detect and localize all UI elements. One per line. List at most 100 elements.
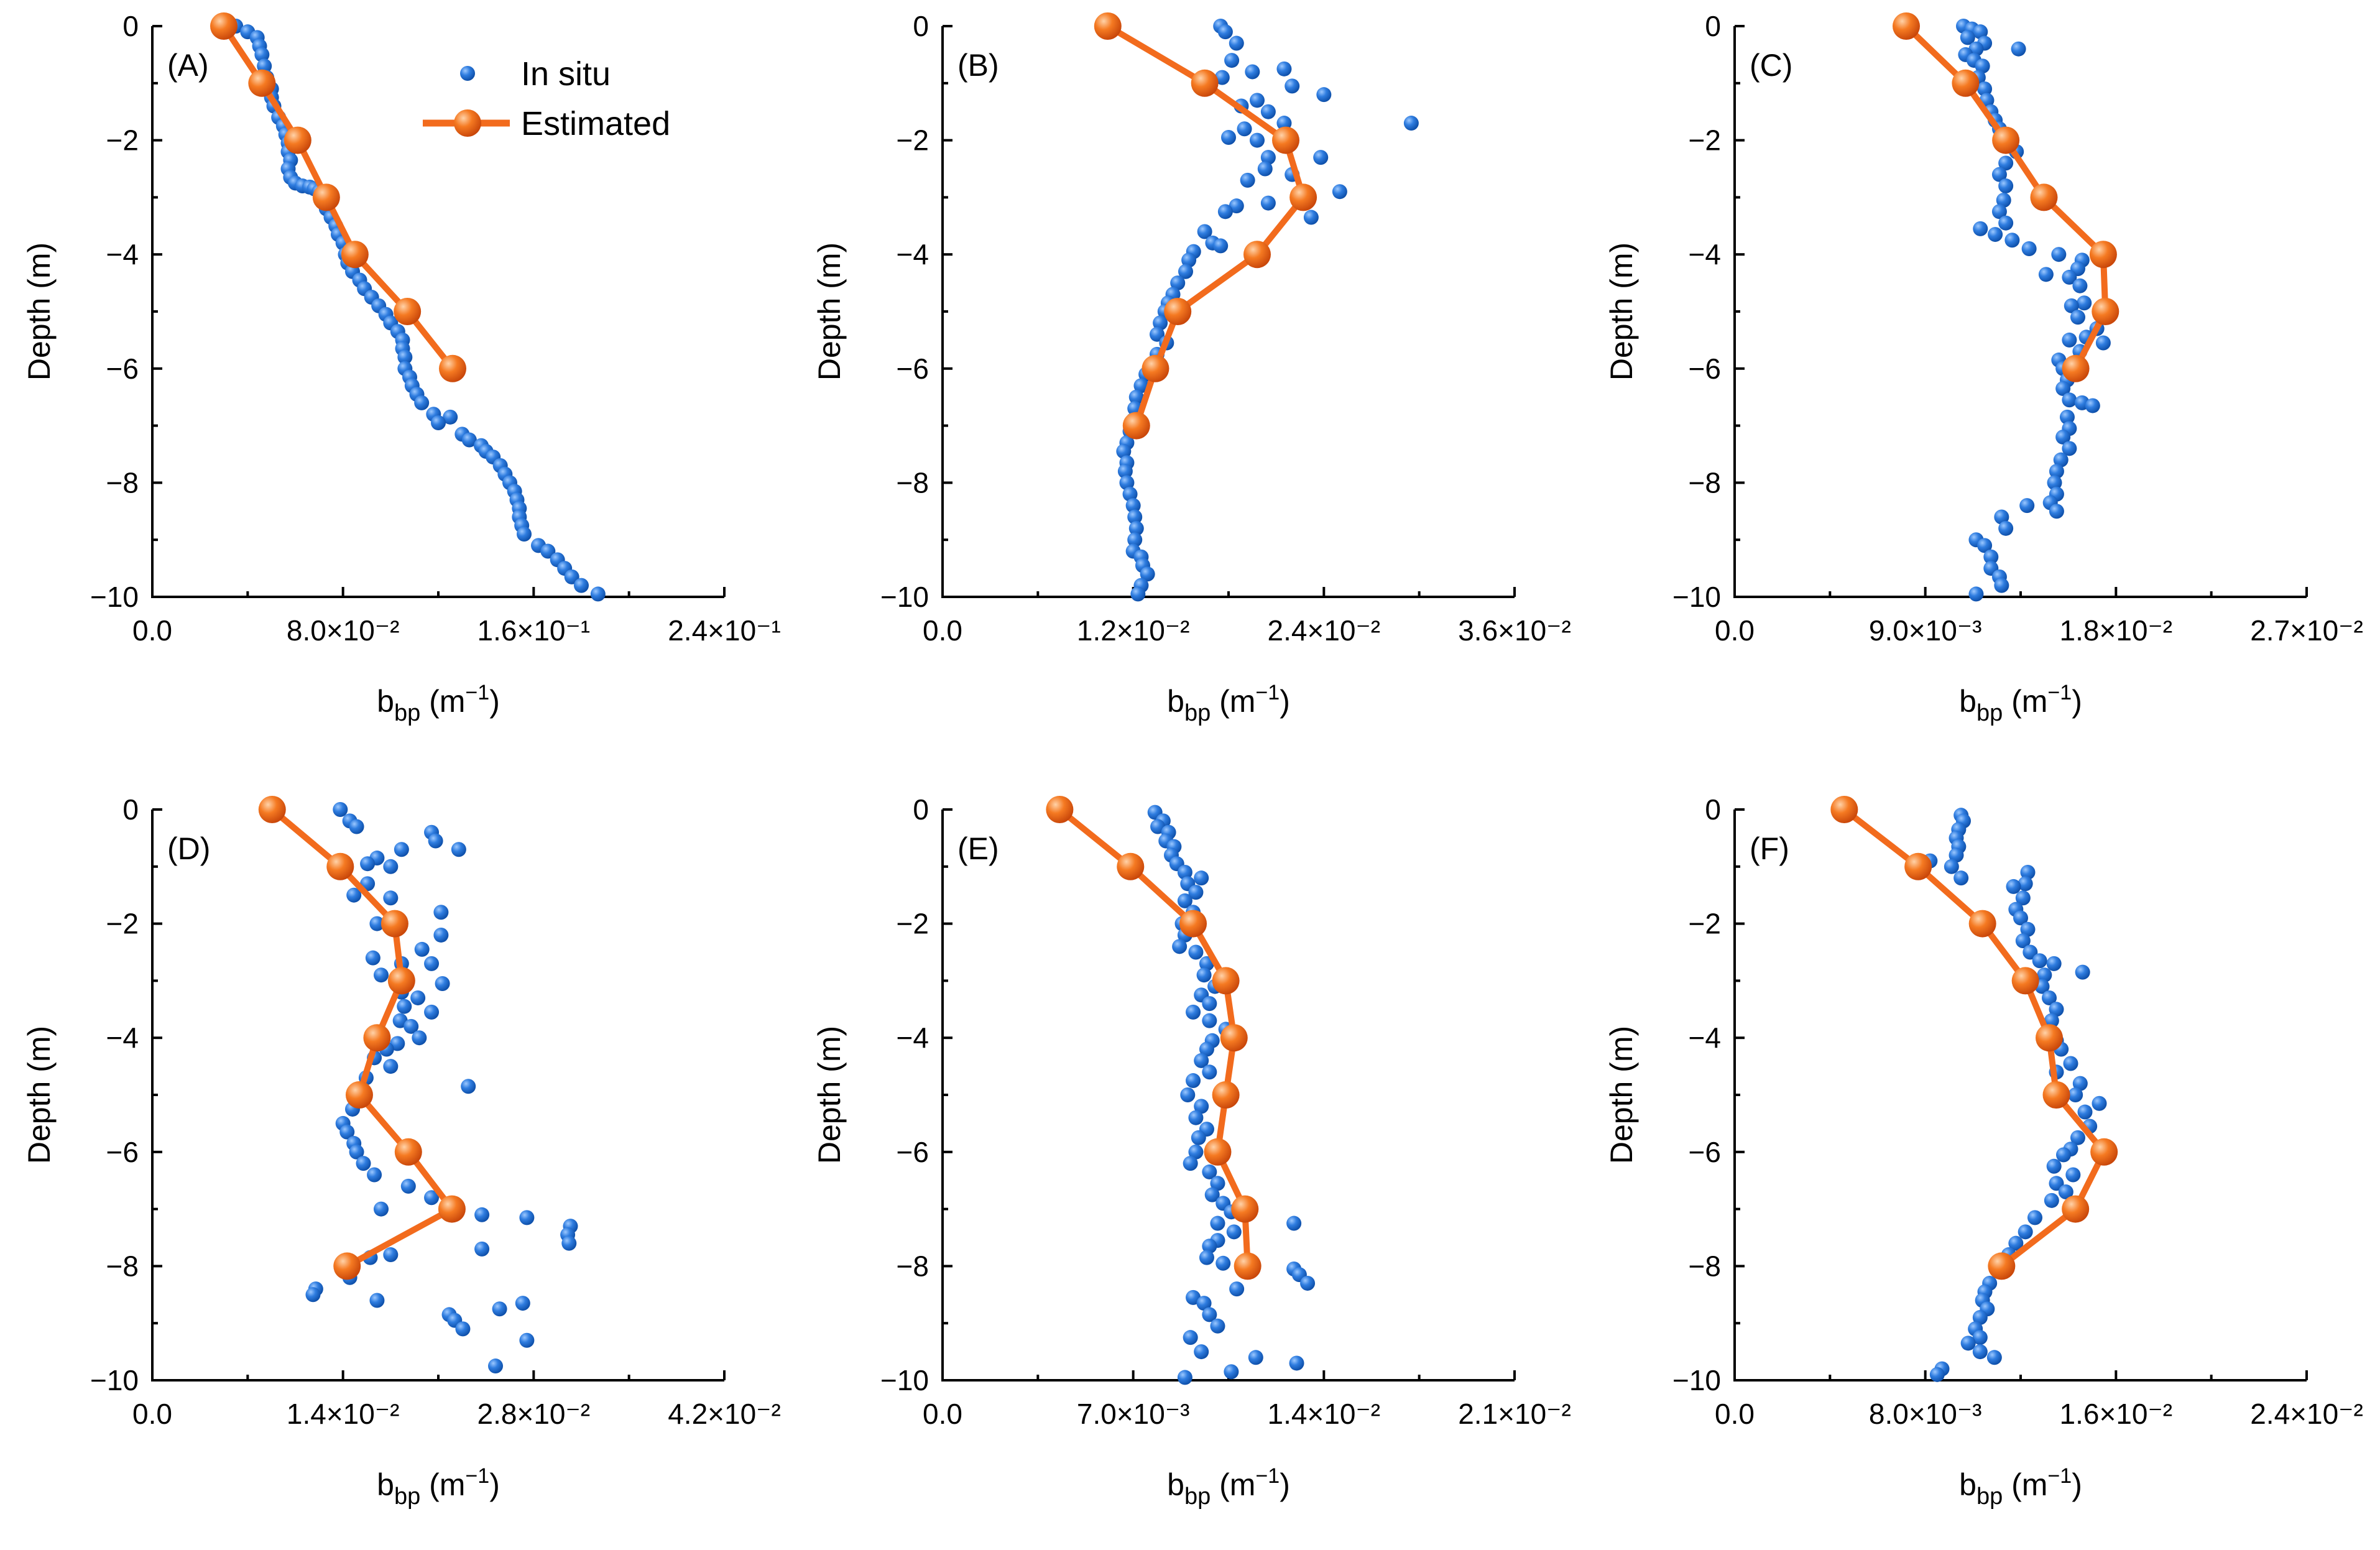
in-situ-point — [2015, 933, 2031, 949]
in-situ-point — [1332, 184, 1347, 200]
in-situ-point — [2055, 381, 2071, 396]
in-situ-point — [1183, 1156, 1198, 1171]
in-situ-point — [1972, 1330, 1988, 1345]
x-axis-title-base: b — [1167, 1467, 1184, 1502]
x-axis-title-unit: (m — [1211, 1467, 1255, 1502]
x-axis-title-base: b — [1959, 1467, 1976, 1502]
in-situ-point — [424, 1190, 440, 1206]
in-situ-point — [1991, 167, 2007, 182]
in-situ-point — [339, 1124, 355, 1140]
in-situ-point — [561, 1235, 577, 1251]
in-situ-point — [414, 941, 430, 957]
in-situ-point — [2075, 964, 2090, 980]
x-axis-title-unit: (m — [2003, 1467, 2047, 1502]
y-tick-label: 0 — [1705, 793, 1721, 826]
in-situ-point — [2027, 1210, 2042, 1225]
in-situ-point — [1250, 132, 1265, 148]
in-situ-point — [2059, 409, 2075, 425]
in-situ-point — [1177, 893, 1192, 908]
x-axis-title-superscript: −1 — [1255, 681, 1280, 704]
in-situ-point — [1229, 35, 1244, 51]
in-situ-point — [1968, 586, 1984, 602]
in-situ-point — [1183, 1330, 1198, 1345]
in-situ-point — [540, 543, 556, 559]
in-situ-point — [1199, 1250, 1214, 1265]
in-situ-point — [2018, 1224, 2033, 1240]
y-tick-label: −8 — [897, 1250, 929, 1282]
x-tick-label: 9.0×10⁻³ — [1869, 614, 1982, 647]
in-situ-point — [431, 415, 446, 431]
in-situ-point — [1237, 121, 1252, 137]
in-situ-point — [2004, 233, 2020, 248]
x-axis-title-unit: (m — [2003, 684, 2047, 719]
chart-panel-d: 0.0 1.4×10⁻² 2.8×10⁻² 4.2×10⁻² 0 −2 −4 −6 −8 −10 D… — [22, 793, 781, 1510]
estimated-point — [2042, 1081, 2070, 1109]
in-situ-point — [2070, 1130, 2085, 1145]
panel-label: (F) — [1750, 831, 1789, 866]
in-situ-point — [2058, 1184, 2073, 1200]
in-situ-point — [1186, 1073, 1201, 1089]
panel-label: (D) — [167, 831, 210, 866]
in-situ-point — [1194, 1344, 1209, 1360]
x-tick-label: 1.2×10⁻² — [1077, 614, 1190, 647]
in-situ-point — [433, 905, 449, 920]
in-situ-point — [1226, 1224, 1242, 1240]
estimated-point — [326, 852, 354, 880]
estimated-point — [1142, 354, 1169, 382]
in-situ-point — [574, 578, 589, 593]
in-situ-point — [1196, 1296, 1212, 1311]
in-situ-point — [369, 1293, 385, 1308]
in-situ-point — [2063, 1056, 2078, 1071]
y-tick-label: −6 — [897, 353, 929, 385]
in-situ-point — [1977, 538, 1993, 553]
in-situ-point — [474, 1241, 490, 1257]
x-axis-title-close: ) — [489, 684, 500, 719]
in-situ-point — [1188, 944, 1204, 960]
in-situ-point — [397, 999, 412, 1014]
in-situ-point — [2077, 1104, 2093, 1120]
x-tick-label: 0.0 — [923, 1398, 962, 1430]
y-tick-label: −8 — [106, 466, 139, 499]
axes-frame — [941, 26, 1515, 598]
chart-panels: 0.0 8.0×10⁻² 1.6×10⁻¹ 2.4×10⁻¹0−2−4−6−8−10D… — [22, 10, 2363, 1510]
estimated-point — [2036, 1024, 2063, 1052]
in-situ-point — [488, 1359, 503, 1374]
in-situ-point — [2032, 953, 2047, 969]
in-situ-point — [2044, 1192, 2059, 1208]
in-situ-point — [474, 1207, 490, 1222]
y-tick-label: −10 — [90, 1364, 139, 1396]
in-situ-point — [517, 527, 532, 542]
estimated-point — [284, 126, 311, 154]
y-tick-label: 0 — [913, 793, 929, 826]
estimated-point — [1234, 1252, 1261, 1280]
in-situ-point — [1210, 1216, 1225, 1231]
y-tick-label: 0 — [122, 793, 139, 826]
in-situ-point — [2006, 879, 2021, 894]
chart-panel-b: 0.0 1.2×10⁻² 2.4×10⁻² 3.6×10⁻² 0 −2 −4 −6 −8 −10 D… — [812, 10, 1571, 726]
x-axis-title-base: b — [1959, 684, 1976, 719]
estimated-point — [345, 1081, 373, 1109]
in-situ-point — [349, 1144, 364, 1160]
x-axis-title-close: ) — [2072, 684, 2082, 719]
in-situ-point — [1199, 1041, 1214, 1057]
y-tick-label: −4 — [106, 238, 139, 270]
estimated-point — [1094, 12, 1122, 40]
estimated-point — [1904, 852, 1932, 880]
in-situ-point — [1289, 1355, 1304, 1371]
legend-estimated-marker — [454, 109, 481, 137]
in-situ-point — [2077, 295, 2092, 311]
in-situ-point — [2062, 392, 2077, 408]
in-situ-point — [1194, 1099, 1209, 1114]
in-situ-point — [451, 842, 466, 857]
in-situ-point — [1988, 227, 2003, 242]
estimated-point — [363, 1024, 391, 1052]
estimated-point — [381, 910, 408, 938]
estimated-point — [1204, 1138, 1232, 1166]
y-tick-label: −10 — [1672, 581, 1721, 613]
in-situ-point — [2049, 504, 2064, 519]
in-situ-point — [564, 569, 579, 584]
x-axis-title-base: b — [1167, 684, 1184, 719]
in-situ-point — [333, 802, 348, 817]
chart-panel-a: 0.0 8.0×10⁻² 1.6×10⁻¹ 2.4×10⁻¹ 0 −2 −4 −6 −8 −10 D… — [22, 10, 781, 726]
y-tick-label: −10 — [880, 1364, 929, 1396]
